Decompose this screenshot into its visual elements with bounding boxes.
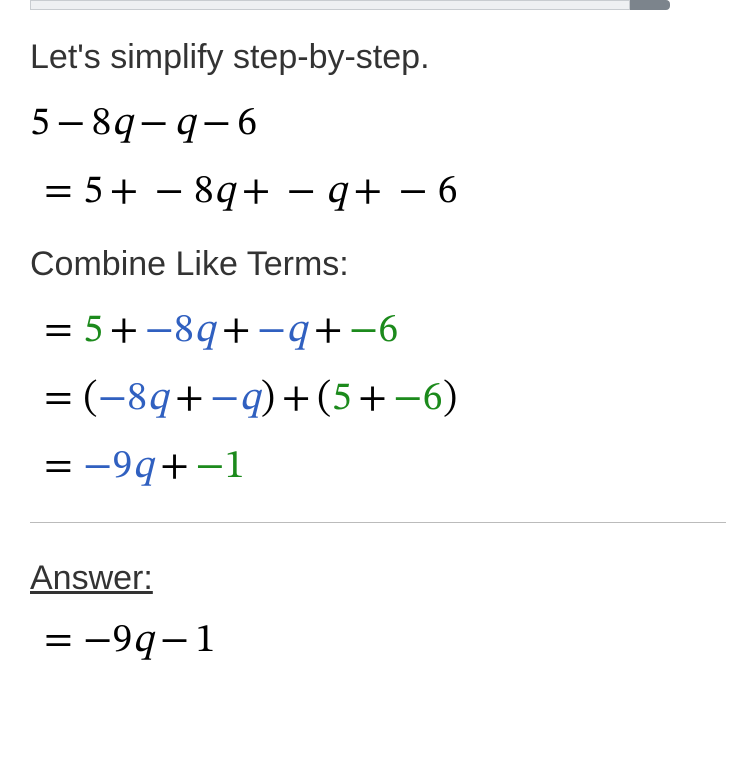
term: 6 <box>438 172 458 212</box>
solution-content: Let's simplify step-by-step. 5−8q−q−6 = … <box>0 38 756 666</box>
var: q <box>133 447 154 487</box>
var: q <box>286 311 307 351</box>
var: q <box>194 311 215 351</box>
input-bar <box>30 0 670 10</box>
var: q <box>148 379 169 419</box>
combine-label: Combine Like Terms: <box>30 245 726 284</box>
term: 1 <box>195 621 215 661</box>
term: 5 <box>83 172 103 212</box>
separator <box>30 522 726 523</box>
term-const: −1 <box>195 447 245 487</box>
term: 9 <box>113 621 133 661</box>
term: 8 <box>92 104 112 144</box>
var: q <box>326 172 347 212</box>
expr-expanded: = 5+ − 8q+ − q+ − 6 <box>30 167 726 217</box>
expression-input[interactable] <box>30 0 630 10</box>
term-const: 5 <box>83 311 103 351</box>
term-q: −8 <box>98 379 148 419</box>
term: 5 <box>30 104 50 144</box>
term-const: −6 <box>393 379 443 419</box>
var: q <box>112 104 133 144</box>
expr-final: = −9q−1 <box>30 616 726 666</box>
term-q: −9 <box>83 447 133 487</box>
var: q <box>240 379 261 419</box>
var: q <box>175 104 196 144</box>
term-const: −6 <box>349 311 399 351</box>
term-const: 5 <box>332 379 352 419</box>
term: 6 <box>237 104 257 144</box>
var: q <box>133 621 154 661</box>
submit-button[interactable] <box>630 0 670 10</box>
expr-grouped: = (−8q+−q)+(5+−6) <box>30 374 726 424</box>
term: 8 <box>194 172 214 212</box>
answer-label: Answer: <box>30 559 726 598</box>
term-q: −8 <box>145 311 195 351</box>
var: q <box>214 172 235 212</box>
expr-original: 5−8q−q−6 <box>30 99 726 149</box>
expr-colored-1: = 5+−8q+−q+−6 <box>30 306 726 356</box>
term-q: − <box>210 379 239 419</box>
intro-text: Let's simplify step-by-step. <box>30 38 726 77</box>
term-q: − <box>257 311 286 351</box>
expr-result: = −9q+−1 <box>30 442 726 492</box>
